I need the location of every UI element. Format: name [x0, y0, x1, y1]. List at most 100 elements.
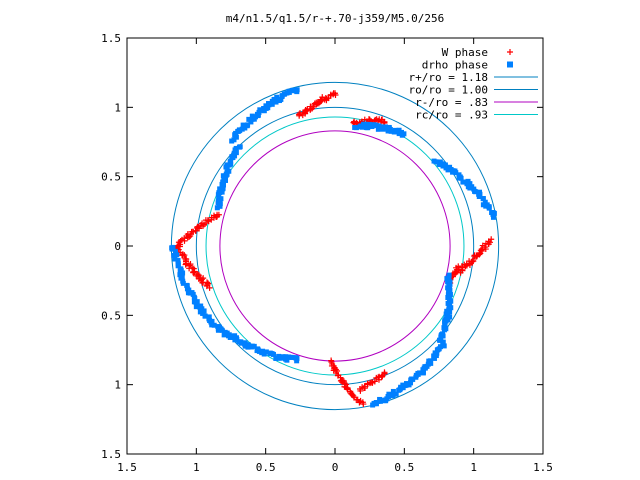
drho-phase-point: [184, 283, 190, 289]
legend-label: rc/ro = .93: [415, 109, 488, 122]
drho-phase-point: [400, 382, 406, 388]
drho-phase-point: [446, 272, 452, 278]
drho-phase-point: [437, 337, 443, 343]
drho-phase-point: [399, 132, 405, 138]
y-tick-label: 0.5: [101, 171, 121, 184]
w-phase-point: [488, 236, 495, 243]
drho-phase-point: [191, 294, 197, 300]
drho-phase-point: [463, 179, 469, 185]
drho-phase-point: [260, 348, 266, 354]
drho-phase-point: [465, 184, 471, 190]
w-phase-point: [459, 264, 466, 271]
y-tick-label: 1: [114, 379, 121, 392]
reference-circle: [205, 116, 465, 376]
w-phase-point: [381, 369, 388, 376]
drho-phase-point: [369, 124, 375, 130]
drho-phase-point: [229, 138, 235, 144]
drho-phase-point: [365, 123, 371, 129]
drho-phase-point: [357, 124, 363, 130]
drho-phase-point: [180, 280, 186, 286]
drho-phase-point: [361, 121, 367, 127]
x-tick-label: 1.5: [117, 461, 137, 474]
w-phase-point: [350, 119, 357, 126]
drho-phase-point: [490, 214, 496, 220]
drho-phase-point: [175, 263, 181, 269]
drho-phase-point: [249, 113, 255, 119]
drho-phase-point: [180, 270, 186, 276]
drho-phase-point: [251, 343, 257, 349]
drho-phase-point: [377, 396, 383, 402]
drho-phase-point: [276, 353, 282, 359]
drho-phase-point: [242, 343, 248, 349]
legend-label: drho phase: [422, 59, 488, 72]
w-phase-point: [206, 284, 213, 291]
drho-phase-point: [277, 98, 283, 104]
drho-phase-point: [260, 107, 266, 113]
chart-title: m4/n1.5/q1.5/r-+.70-j359/M5.0/256: [226, 12, 445, 25]
drho-phase-point: [393, 391, 399, 397]
drho-phase-point: [201, 308, 207, 314]
drho-phase-point: [236, 144, 242, 150]
drho-phase-point: [215, 192, 221, 198]
y-tick-label: 0: [114, 240, 121, 253]
drho-phase-point: [226, 168, 232, 174]
drho-phase-point: [420, 369, 426, 375]
drho-phase-point: [440, 342, 446, 348]
drho-phase-point: [386, 391, 392, 397]
drho-phase-point: [245, 344, 251, 350]
y-tick-label: 1: [114, 101, 121, 114]
drho-phase-point: [445, 312, 451, 318]
drho-phase-point: [224, 163, 230, 169]
w-phase-point: [179, 236, 186, 243]
w-phase-point: [481, 244, 488, 251]
drho-phase-point: [174, 252, 180, 258]
w-phase-point: [455, 263, 462, 270]
data-points: [169, 87, 497, 408]
drho-phase-point: [283, 356, 289, 362]
w-phase-point: [371, 378, 378, 385]
drho-phase-point: [447, 164, 453, 170]
drho-phase-point: [193, 304, 199, 310]
drho-phase-point: [216, 194, 222, 200]
drho-phase-point: [436, 161, 442, 167]
legend-marker-square: [507, 61, 513, 68]
reference-circle: [219, 130, 451, 362]
w-phase-point: [470, 258, 477, 265]
drho-phase-point: [447, 302, 453, 308]
drho-phase-point: [242, 125, 248, 131]
drho-phase-point: [378, 124, 384, 130]
drho-phase-point: [352, 124, 358, 130]
drho-phase-point: [221, 332, 227, 338]
drho-phase-point: [447, 281, 453, 287]
w-phase-point: [188, 228, 195, 235]
drho-phase-point: [229, 154, 235, 160]
drho-phase-point: [217, 203, 223, 209]
drho-phase-point: [440, 339, 446, 345]
w-phase-point: [311, 100, 318, 107]
drho-phase-point: [456, 172, 462, 178]
x-tick-label: 1: [470, 461, 477, 474]
drho-phase-point: [261, 351, 267, 357]
w-phase-point: [179, 252, 186, 259]
drho-phase-point: [375, 126, 381, 132]
x-tick-label: 0: [332, 461, 339, 474]
x-tick-label: 1.5: [533, 461, 553, 474]
drho-phase-point: [484, 202, 490, 208]
drho-phase-point: [273, 99, 279, 105]
w-phase-point: [477, 247, 484, 254]
drho-phase-point: [269, 101, 275, 107]
drho-phase-point: [408, 380, 414, 386]
drho-phase-point: [178, 275, 184, 281]
w-phase-point: [335, 372, 342, 379]
axis-ticks: 1.5 1 0.5 0 0.5 1 1.51.510.500.511.5: [101, 32, 553, 474]
drho-phase-point: [390, 388, 396, 394]
drho-phase-point: [172, 248, 178, 254]
drho-phase-point: [450, 168, 456, 174]
drho-phase-point: [171, 252, 177, 258]
drho-phase-point: [443, 165, 449, 171]
w-phase-point: [350, 392, 357, 399]
drho-phase-point: [274, 94, 280, 100]
drho-phase-point: [248, 119, 254, 125]
w-phase-point: [184, 234, 191, 241]
